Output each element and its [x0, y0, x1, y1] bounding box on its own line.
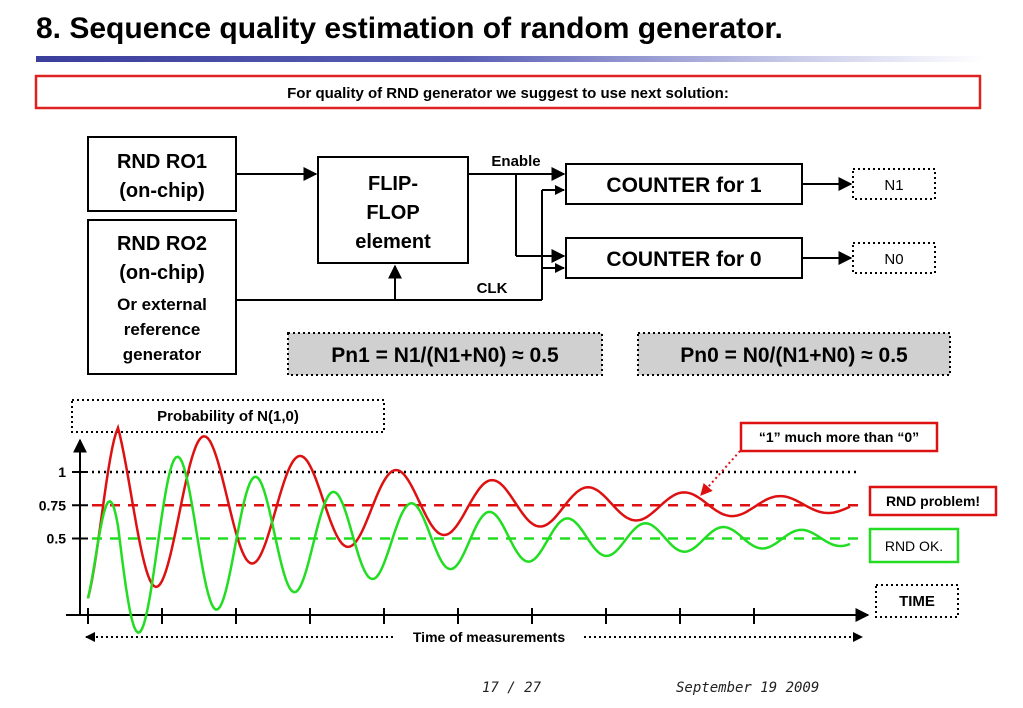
clk-label: CLK — [477, 280, 508, 297]
xlabel: Time of measurements — [413, 629, 565, 645]
ro2-note-1: Or external — [117, 295, 207, 314]
ff-label-1: FLIP- — [368, 173, 418, 195]
formula-pn1: Pn1 = N1/(N1+N0) ≈ 0.5 — [287, 332, 603, 376]
ro2-label: RND RO2 — [117, 233, 207, 255]
series-rnd-ok-line — [86, 455, 851, 634]
ff-label-3: element — [355, 231, 431, 253]
enable-label: Enable — [491, 153, 540, 170]
flip-flop-block: FLIP- FLOP element — [317, 156, 469, 264]
ro2-sublabel: (on-chip) — [119, 262, 205, 284]
counter-1-block: COUNTER for 1 — [565, 163, 803, 205]
ff-label-2: FLOP — [366, 202, 419, 224]
counter-0-label: COUNTER for 0 — [606, 248, 761, 271]
ro1-label: RND RO1 — [117, 151, 207, 173]
n0-output: N0 — [852, 242, 936, 274]
rnd-ro1-block: RND RO1 (on-chip) — [87, 136, 237, 212]
time-label-box: TIME — [875, 584, 959, 618]
page-number: 17 / 27 — [482, 680, 542, 696]
ro2-note-2: reference — [124, 320, 201, 339]
n1-output: N1 — [852, 168, 936, 200]
legend-rnd-problem-label: RND problem! — [886, 493, 980, 509]
y-tick-label: 0.5 — [47, 531, 67, 547]
formula-pn1-text: Pn1 = N1/(N1+N0) ≈ 0.5 — [331, 344, 559, 367]
ro2-note-3: generator — [123, 345, 202, 364]
chart-title: Probability of N(1,0) — [157, 408, 299, 425]
y-tick-label: 1 — [58, 464, 66, 480]
y-axis-ticks: 1 0.75 0.5 — [39, 464, 88, 547]
slide-title: 8. Sequence quality estimation of random… — [36, 12, 783, 45]
chart-title-box: Probability of N(1,0) — [71, 399, 385, 433]
legend-rnd-problem: RND problem! — [868, 485, 998, 517]
series-rnd-problem-line — [86, 423, 851, 599]
x-axis-ticks — [87, 608, 755, 624]
counter-0-block: COUNTER for 0 — [565, 237, 803, 279]
n1-label: N1 — [884, 177, 903, 194]
ro1-sublabel: (on-chip) — [119, 180, 205, 202]
legend-rnd-ok: RND OK. — [868, 527, 960, 564]
slide-date: September 19 2009 — [676, 680, 820, 696]
title-underline — [36, 56, 984, 62]
annotation-text: “1” much more than “0” — [759, 429, 919, 445]
solution-banner: For quality of RND generator we suggest … — [34, 74, 982, 110]
counter-1-label: COUNTER for 1 — [606, 174, 761, 197]
y-tick-label: 0.75 — [39, 497, 66, 513]
banner-text: For quality of RND generator we suggest … — [287, 85, 729, 102]
annotation-callout: “1” much more than “0” — [700, 421, 939, 496]
formula-pn0-text: Pn0 = N0/(N1+N0) ≈ 0.5 — [680, 344, 908, 367]
probability-chart: Probability of N(1,0) 1 0.75 0.5 RND probl… — [39, 399, 998, 645]
rnd-ro2-block: RND RO2 (on-chip) Or external reference … — [87, 219, 237, 375]
legend-rnd-ok-label: RND OK. — [885, 538, 943, 554]
formula-pn0: Pn0 = N0/(N1+N0) ≈ 0.5 — [637, 332, 951, 376]
n0-label: N0 — [884, 251, 903, 268]
time-label: TIME — [899, 593, 935, 610]
signal-wires — [236, 167, 853, 301]
